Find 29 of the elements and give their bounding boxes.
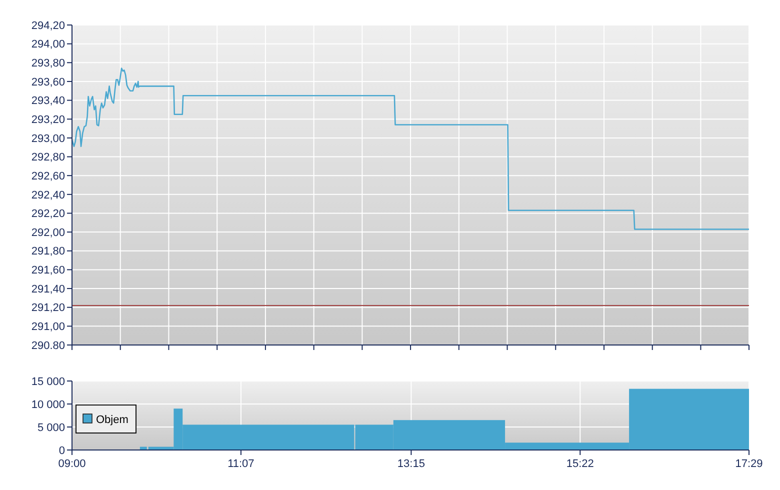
y-tick-label: 293,60 (31, 76, 65, 88)
y-tick-label: 290.80 (31, 340, 65, 352)
y-tick-label: 291,80 (31, 246, 65, 258)
y-tick-label: 5 000 (37, 422, 65, 434)
y-tick-label: 15 000 (31, 376, 65, 388)
y-tick-label: 293,40 (31, 95, 65, 108)
x-tick-label: 13:15 (397, 458, 425, 470)
line-series (71, 68, 750, 230)
y-tick-label: 291,40 (31, 283, 65, 296)
text: Objem (96, 414, 128, 426)
x-tick-label: 09:00 (58, 458, 86, 470)
y-tick-label: 10 000 (31, 398, 65, 411)
y-tick-label: 292,00 (31, 226, 65, 239)
y-tick-label: 293,00 (31, 132, 65, 145)
x-tick-label: 11:07 (228, 458, 254, 470)
y-tick-label: 294,00 (31, 38, 65, 51)
y-tick-label: 291,00 (31, 321, 65, 334)
y-tick-label: 0 (58, 444, 65, 457)
y-tick-label: 292,60 (31, 170, 65, 182)
x-tick-label: 17:29 (735, 458, 763, 470)
x-tick-label: 15:22 (566, 458, 594, 470)
y-tick-label: 292,20 (31, 208, 65, 220)
y-tick-label: 291,60 (31, 264, 65, 277)
y-tick-label: 291,20 (31, 302, 65, 314)
y-tick-label: 292,80 (31, 152, 65, 164)
y-tick-label: 292,40 (31, 189, 65, 202)
y-tick-label: 293,20 (31, 114, 65, 126)
y-tick-label: 294,20 (31, 20, 65, 32)
y-tick-label: 293,80 (31, 57, 65, 70)
